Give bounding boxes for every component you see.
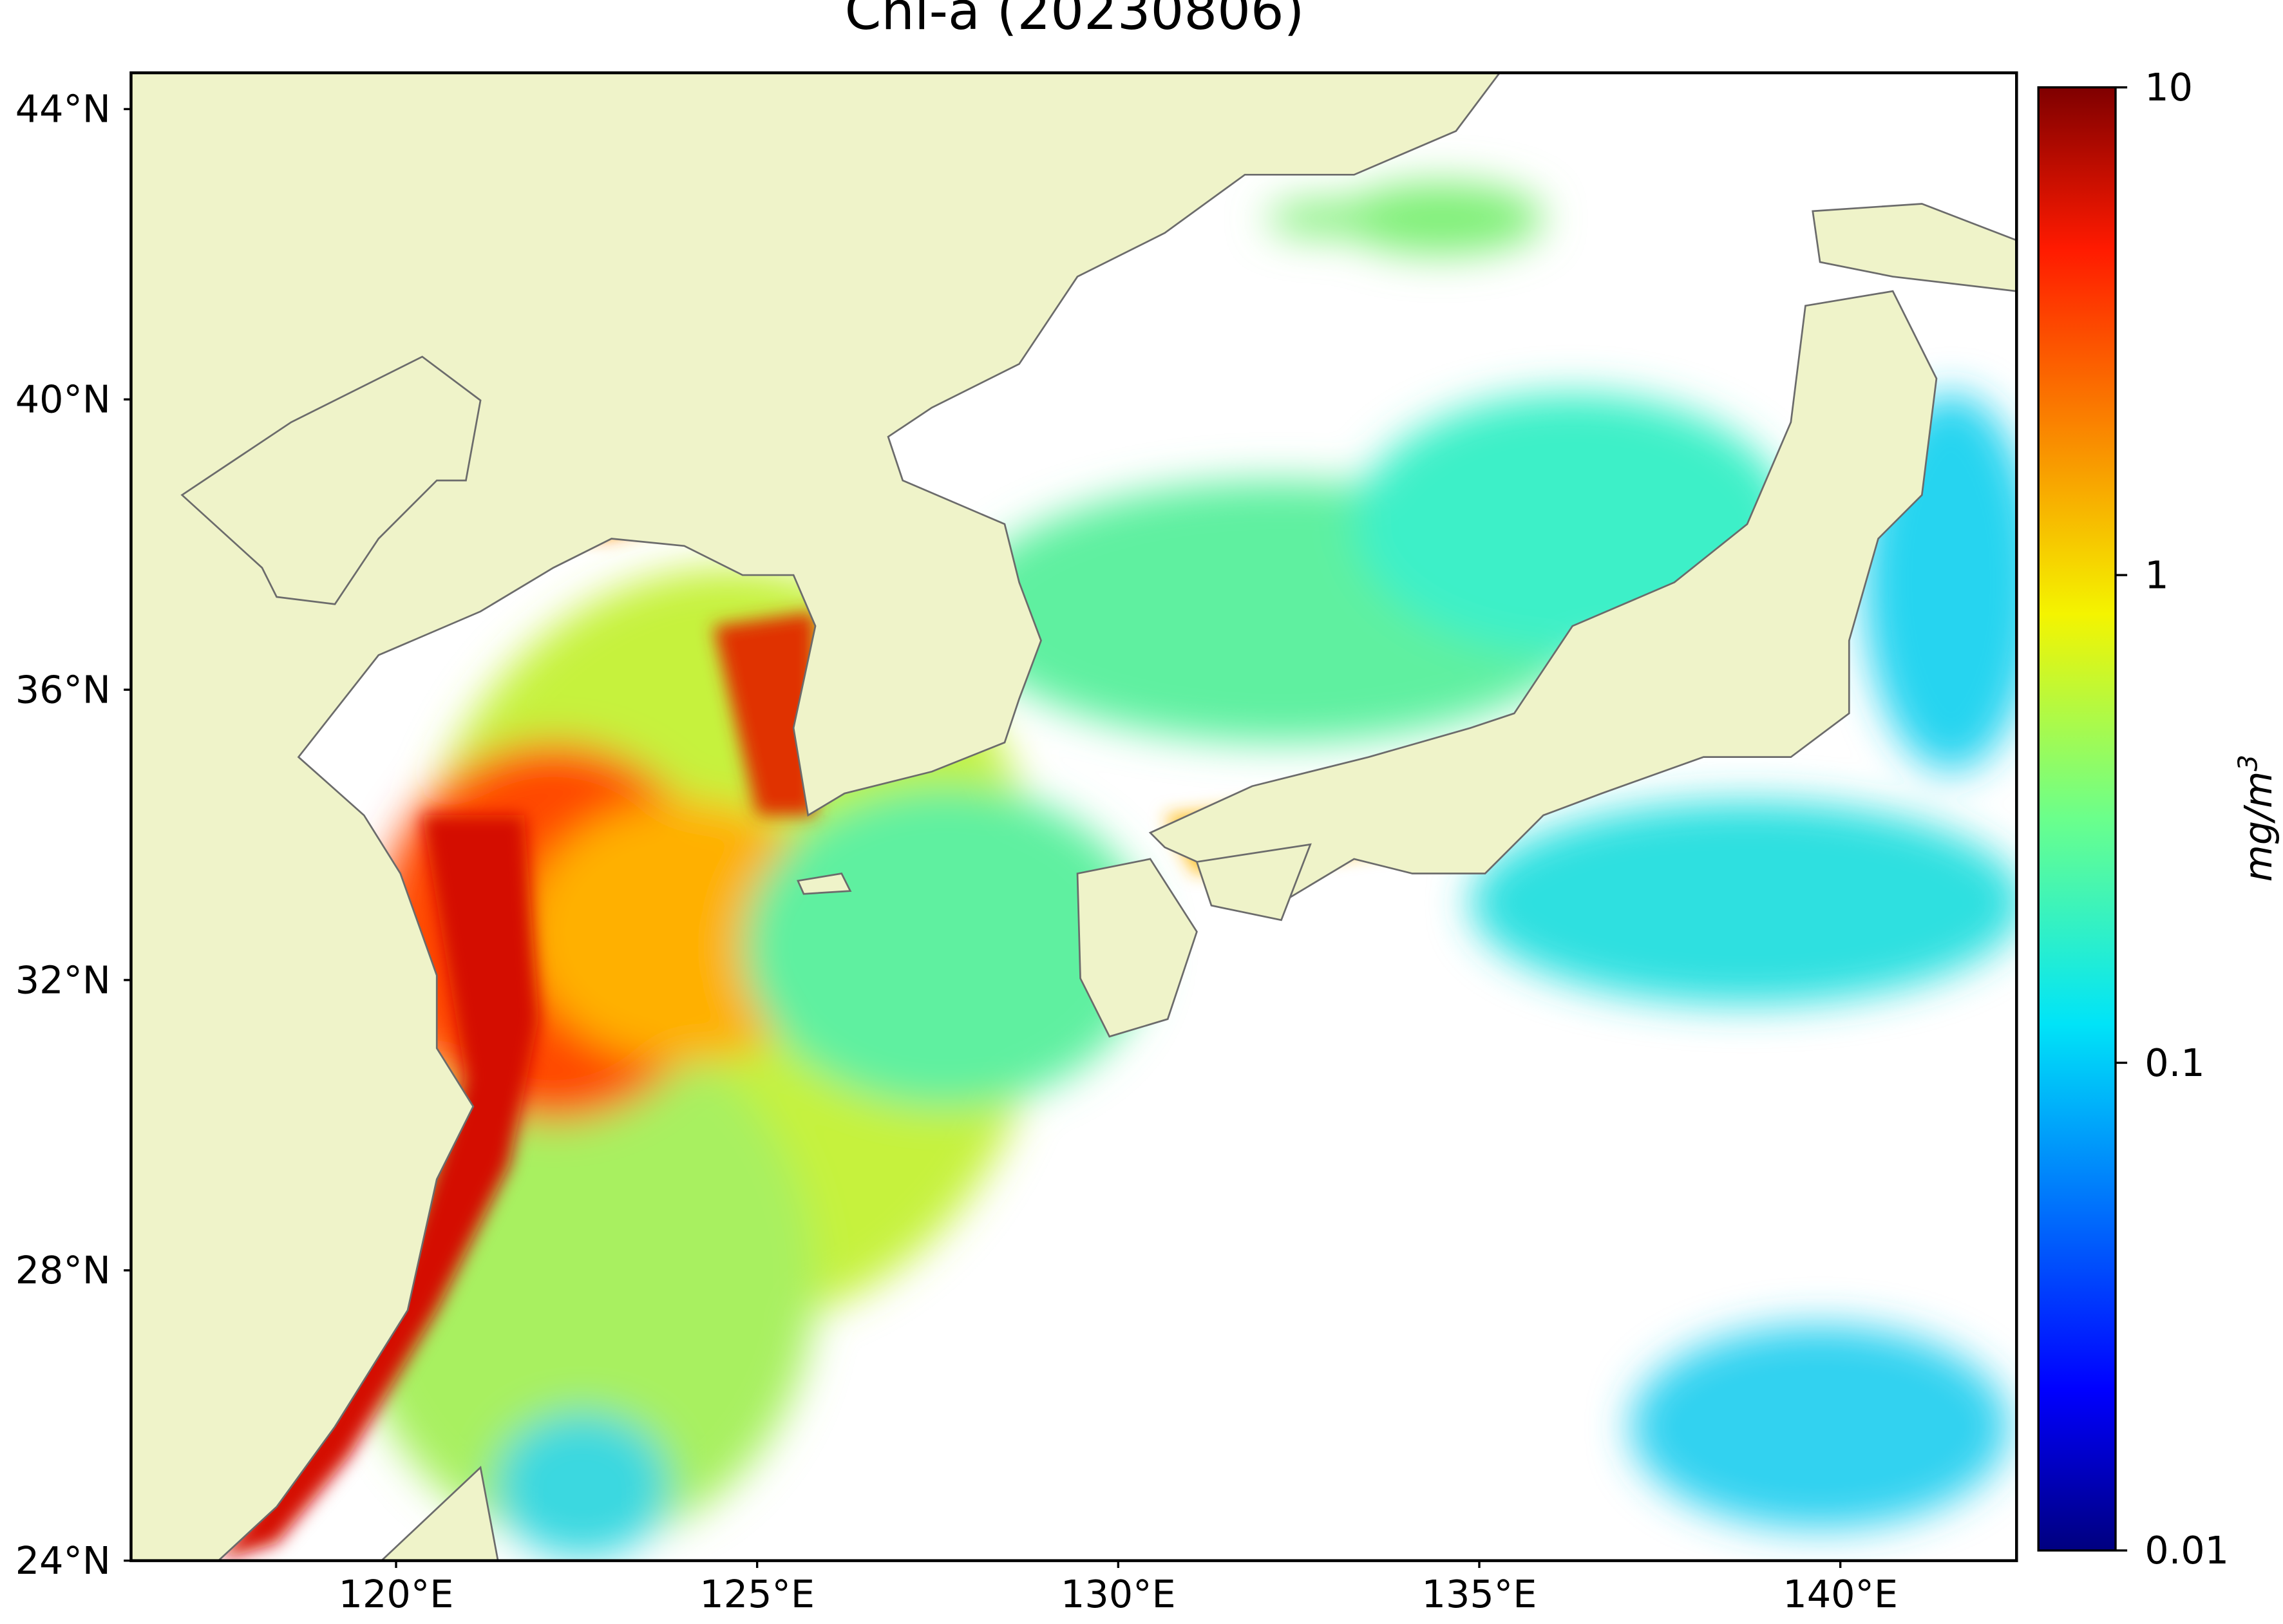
kyushu	[1076, 858, 1198, 1038]
y-tick-label: 36°N	[15, 667, 111, 712]
colorbar-unit: mg/m	[2236, 771, 2280, 882]
y-tick-label: 32°N	[15, 958, 111, 1002]
map-title: Chl-a (20230806)	[845, 0, 1305, 42]
colorbar-tick-label: 0.1	[2145, 1041, 2204, 1085]
continent	[131, 73, 1501, 1561]
taiwan	[380, 1466, 499, 1561]
y-tick-label: 28°N	[15, 1248, 111, 1292]
x-tick-label: 135°E	[1422, 1572, 1537, 1616]
honshu	[1148, 290, 1938, 904]
colorbar	[2037, 86, 2117, 1552]
shikoku	[1195, 843, 1312, 921]
colorbar-tick-label: 0.01	[2145, 1528, 2229, 1572]
colorbar-unit-exponent: 3	[2232, 755, 2263, 771]
colorbar-tick-label: 1	[2145, 552, 2168, 597]
jeju	[796, 873, 852, 895]
y-tick-label: 40°N	[15, 377, 111, 422]
x-tick-label: 120°E	[339, 1572, 454, 1616]
hokkaido	[1812, 203, 2017, 292]
colorbar-label: mg/m3	[2232, 755, 2280, 882]
map-frame	[129, 71, 2018, 1562]
x-tick-label: 130°E	[1061, 1572, 1176, 1616]
x-tick-label: 125°E	[699, 1572, 815, 1616]
y-tick-label: 44°N	[15, 87, 111, 131]
map-area	[131, 73, 2017, 1561]
colorbar-tick-label: 10	[2145, 65, 2193, 109]
y-tick-label: 24°N	[15, 1538, 111, 1583]
x-tick-label: 140°E	[1783, 1572, 1898, 1616]
